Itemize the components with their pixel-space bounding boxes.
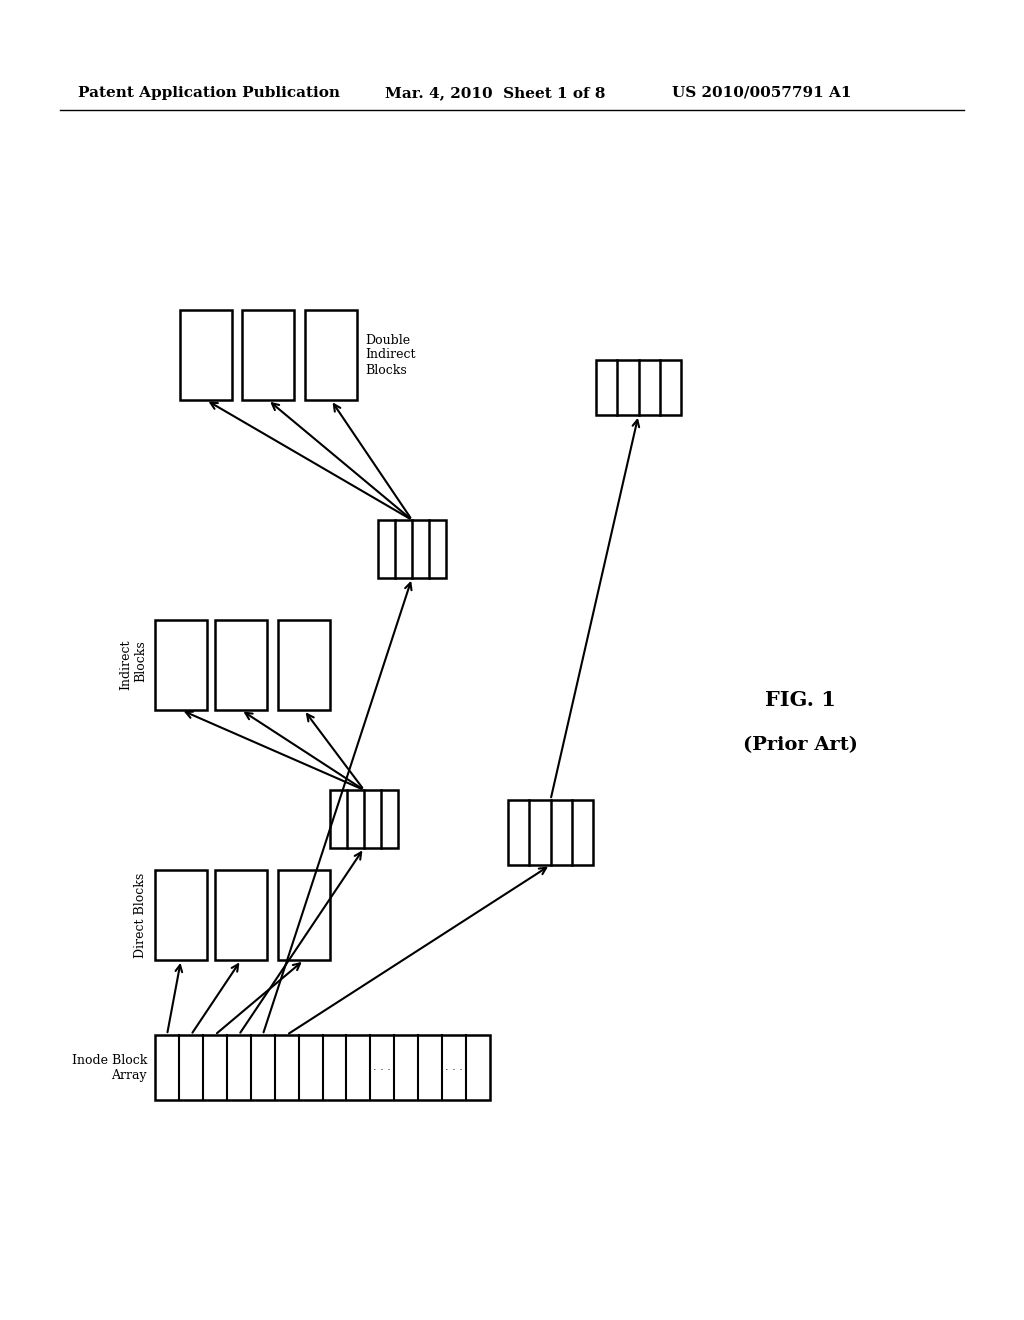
Bar [180, 310, 232, 400]
Text: . . .: . . . [374, 1063, 391, 1072]
Text: Direct Blocks: Direct Blocks [134, 873, 147, 957]
Bar [330, 789, 398, 847]
Bar [596, 360, 681, 414]
Bar [305, 310, 357, 400]
Text: Mar. 4, 2010  Sheet 1 of 8: Mar. 4, 2010 Sheet 1 of 8 [385, 86, 605, 100]
Text: Patent Application Publication: Patent Application Publication [78, 86, 340, 100]
Text: Indirect
Blocks: Indirect Blocks [119, 640, 147, 690]
Bar [215, 620, 267, 710]
Bar [155, 620, 207, 710]
Text: US 2010/0057791 A1: US 2010/0057791 A1 [672, 86, 852, 100]
Text: (Prior Art): (Prior Art) [742, 737, 857, 754]
Bar [215, 870, 267, 960]
Text: Double
Indirect
Blocks: Double Indirect Blocks [365, 334, 416, 376]
Text: . . .: . . . [445, 1063, 463, 1072]
Bar [155, 870, 207, 960]
Bar [155, 1035, 490, 1100]
Bar [278, 620, 330, 710]
Text: Inode Block
Array: Inode Block Array [72, 1053, 147, 1081]
Bar [378, 520, 446, 578]
Text: FIG. 1: FIG. 1 [765, 690, 836, 710]
Bar [278, 870, 330, 960]
Bar [242, 310, 294, 400]
Bar [508, 800, 593, 865]
